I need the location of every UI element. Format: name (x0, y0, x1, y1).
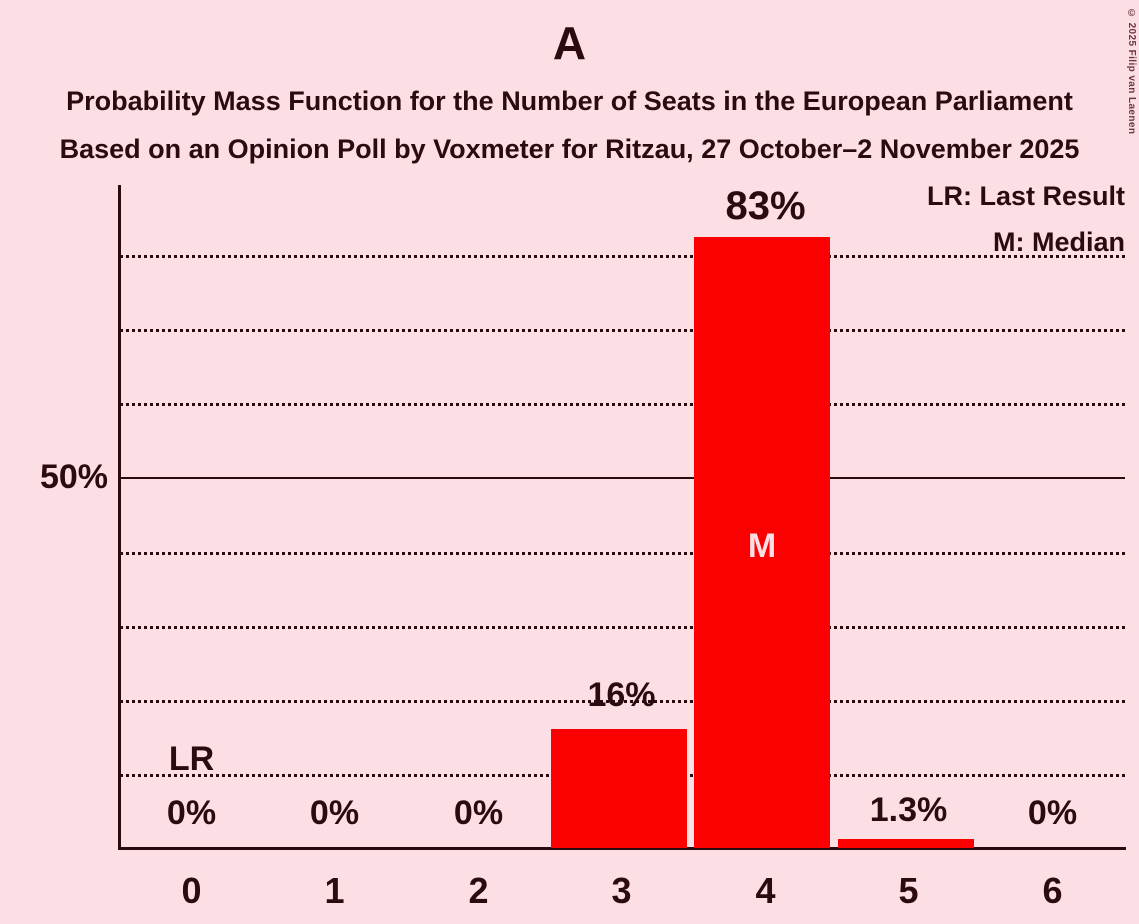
bar-value-label-6: 0% (1027, 794, 1078, 832)
bar-5[interactable] (838, 839, 974, 848)
last-result-marker: LR (168, 740, 215, 778)
gridline-40 (120, 552, 1125, 555)
bar-value-label-2: 0% (453, 794, 504, 832)
gridline-80 (120, 329, 1125, 332)
gridline-70 (120, 403, 1125, 406)
chart-subtitle-primary: Probability Mass Function for the Number… (66, 86, 1073, 116)
gridline-30 (120, 626, 1125, 629)
bar-value-label-0: 0% (166, 794, 217, 832)
bar-4[interactable] (694, 237, 830, 848)
x-axis (118, 847, 1126, 850)
x-axis-tick-label-5: 5 (898, 870, 919, 911)
legend-item-median: M: Median (993, 227, 1125, 257)
x-axis-tick-label-1: 1 (324, 870, 345, 911)
x-axis-tick-label-3: 3 (611, 870, 632, 911)
legend-item-last-result: LR: Last Result (926, 181, 1125, 211)
bar-value-label-5: 1.3% (869, 791, 948, 829)
median-marker: M (747, 527, 777, 565)
x-axis-tick-label-2: 2 (468, 870, 489, 911)
x-axis-tick-label-0: 0 (181, 870, 202, 911)
bar-value-label-3: 16% (587, 676, 656, 714)
y-axis-tick-label-50: 50% (39, 458, 108, 496)
chart-legend: LR: Last Result M: Median (927, 183, 1125, 275)
gridline-90 (120, 255, 1125, 258)
chart-subtitle-source: Based on an Opinion Poll by Voxmeter for… (59, 134, 1080, 164)
bar-3[interactable] (551, 729, 687, 848)
y-axis (118, 185, 121, 850)
x-axis-tick-label-6: 6 (1042, 870, 1063, 911)
copyright-notice: © 2025 Filip van Laenen (1126, 8, 1137, 135)
x-axis-tick-label-4: 4 (755, 870, 776, 911)
page-title: A (552, 17, 587, 69)
chart-header: A Probability Mass Function for the Numb… (0, 0, 1139, 163)
gridline-20 (120, 700, 1125, 703)
bar-value-label-4: 83% (725, 184, 806, 228)
gridline-50-axis (120, 477, 1125, 479)
bar-value-label-1: 0% (309, 794, 360, 832)
